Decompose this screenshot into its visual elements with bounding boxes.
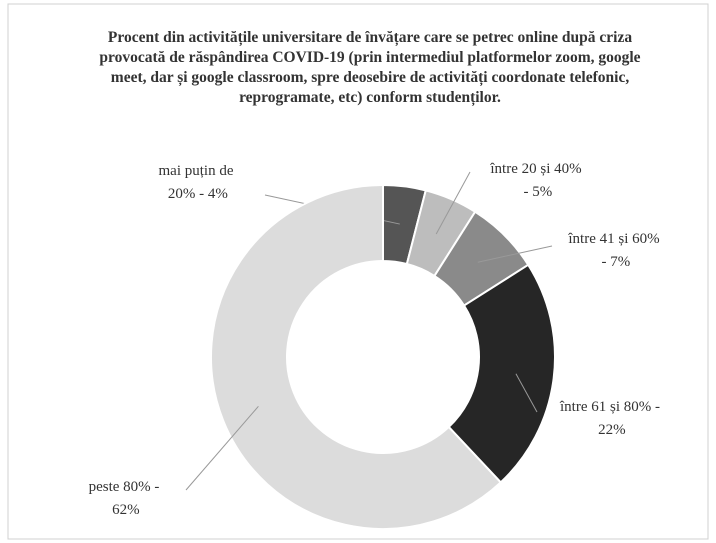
data-label: între 20 și 40% - 5% [489, 161, 581, 200]
leader-line [435, 171, 471, 235]
donut-slice [447, 263, 556, 484]
frame-border [7, 3, 709, 540]
data-label: între 41 și 60% - 7% [567, 231, 659, 270]
data-label: între 61 și 80% - 22% [559, 399, 660, 438]
donut-slice [210, 183, 503, 530]
leader-line [515, 373, 538, 413]
leader-line [185, 406, 259, 491]
chart-title: Procent din activitățile universitare de… [99, 29, 641, 106]
leader-line [477, 245, 553, 263]
data-label: peste 80% - 62% [89, 479, 160, 518]
data-label: mai puțin de 20% - 4% [159, 163, 234, 202]
